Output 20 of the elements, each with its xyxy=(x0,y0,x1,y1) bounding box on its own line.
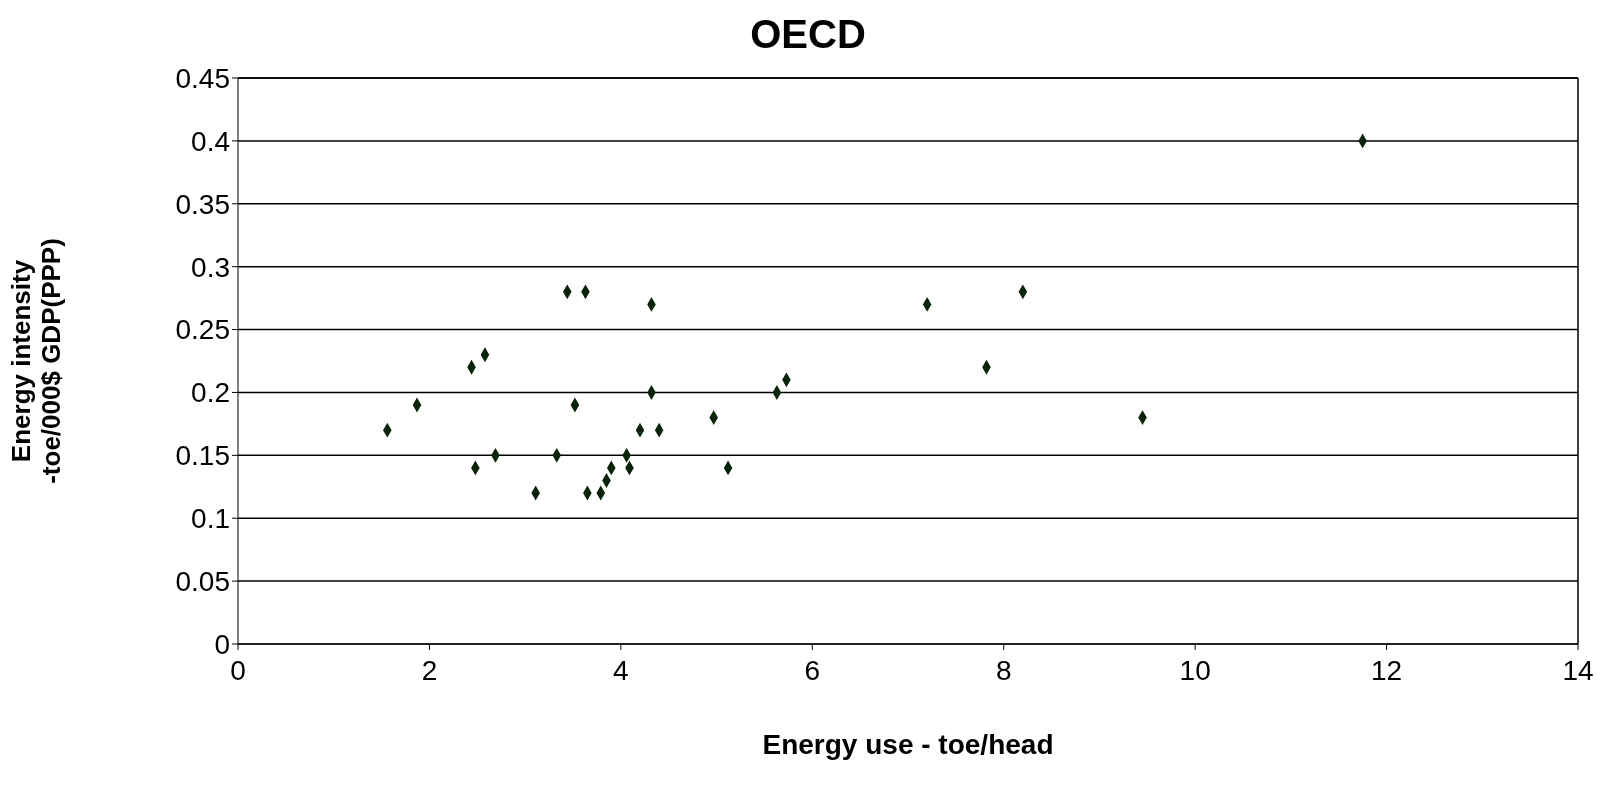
y-axis-title: Energy intensity -toe/000$ GDP(PPP) xyxy=(6,238,66,484)
y-tick-label: 0.05 xyxy=(175,566,230,598)
x-tick-label: 8 xyxy=(995,654,1012,686)
x-tick-label: 2 xyxy=(421,654,438,686)
y-tick-label: 0.1 xyxy=(191,503,230,535)
y-tick-label: 0.35 xyxy=(175,188,230,220)
y-tick-label: 0.25 xyxy=(175,314,230,346)
x-tick-label: 10 xyxy=(1179,654,1211,686)
y-tick-label: 0.2 xyxy=(191,377,230,409)
y-tick-label: 0.4 xyxy=(191,125,230,157)
x-tick-label: 14 xyxy=(1562,654,1594,686)
x-tick-label: 6 xyxy=(804,654,821,686)
y-tick-label: 0.3 xyxy=(191,251,230,283)
x-axis-title: Energy use - toe/head xyxy=(762,728,1054,760)
y-tick-label: 0.45 xyxy=(175,62,230,94)
y-tick-label: 0 xyxy=(214,628,230,660)
x-tick-label: 4 xyxy=(613,654,629,686)
chart-title: OECD xyxy=(749,12,867,57)
y-tick-label: 0.15 xyxy=(175,440,230,472)
x-tick-label: 12 xyxy=(1370,654,1403,686)
